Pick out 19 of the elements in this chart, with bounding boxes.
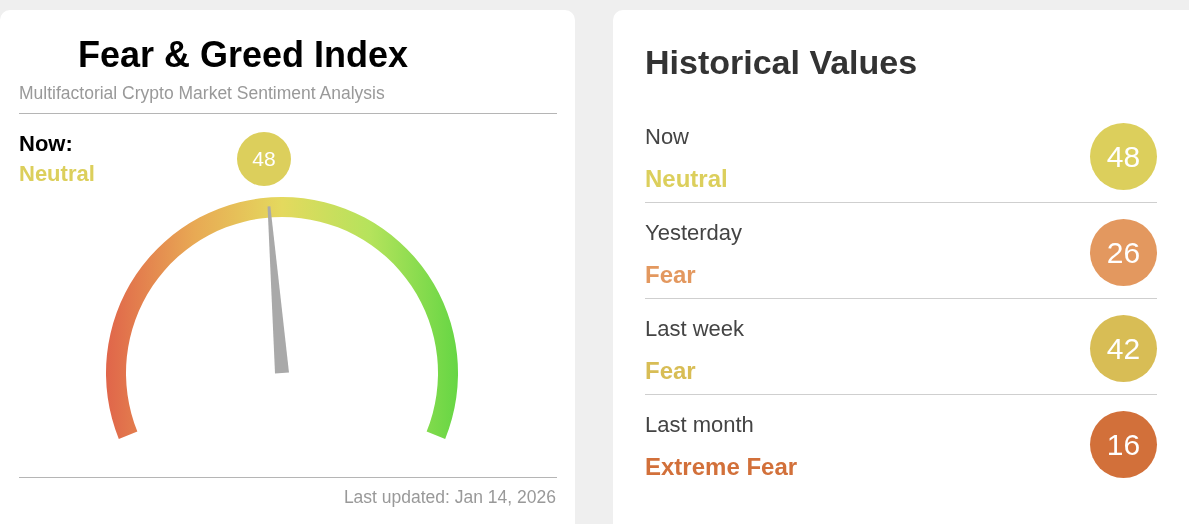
- text: Fear: [645, 261, 696, 289]
- text: Fear & Greed Index: [78, 34, 409, 76]
- text: Neutral: [645, 165, 728, 193]
- text: Extreme Fear: [645, 453, 798, 481]
- text: Multifactorial Crypto Market Sentiment Analysis: [19, 82, 385, 104]
- text: Fear: [645, 357, 696, 385]
- category-label: Last month: [645, 412, 754, 438]
- data-label: 26: [1105, 236, 1142, 270]
- data-label: 16: [1105, 428, 1142, 462]
- data-label: 48: [251, 146, 277, 172]
- category-label: Last week: [645, 316, 745, 342]
- data-label: 48: [1105, 140, 1142, 174]
- text: Historical Values: [645, 42, 918, 83]
- category-label: Now: [645, 124, 690, 150]
- text: Now:: [19, 131, 73, 157]
- category-label: Yesterday: [645, 220, 743, 246]
- text: Last updated: Jan 14, 2026: [343, 486, 556, 508]
- data-label: 42: [1105, 332, 1142, 366]
- text: Neutral: [19, 161, 95, 187]
